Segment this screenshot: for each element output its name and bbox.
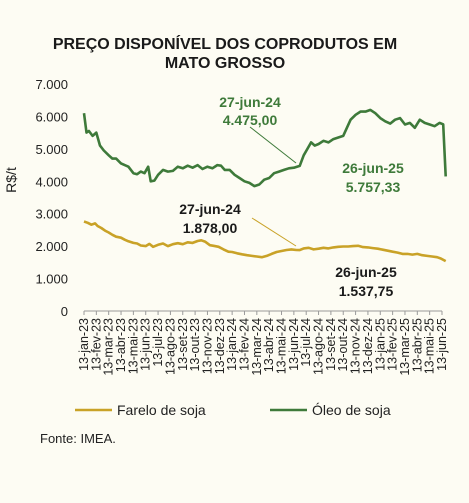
x-tick-label: 13-out-23 [188,318,202,372]
y-axis-label: R$/t [3,167,19,193]
annotation-farelo-jun24-date: 27-jun-24 [179,201,241,217]
annotation-farelo-jun25-date: 26-jun-25 [335,264,397,280]
x-tick-label: 13-out-24 [336,318,350,372]
x-tick-label: 13-jun-24 [287,318,301,371]
y-axis-ticks: 0 1.000 2.000 3.000 4.000 5.000 6.000 7.000 [35,77,68,319]
x-tick-label: 13-jan-25 [373,318,387,371]
x-tick-label: 13-ago-24 [312,318,326,375]
annotation-oleo-jun25-value: 5.757,33 [346,179,401,195]
y-tick-label: 4.000 [35,174,68,189]
series-layer [82,108,447,263]
x-tick-label: 13-jun-23 [139,318,153,371]
x-tick-label: 13-mai-24 [275,318,289,374]
x-tick-label: 13-dez-23 [213,318,227,374]
x-tick-label: 13-fev-25 [386,318,400,371]
x-tick-label: 13-mar-25 [398,318,412,376]
x-tick-label: 13-mai-23 [126,318,140,374]
y-tick-label: 0 [61,304,68,319]
y-tick-label: 1.000 [35,272,68,287]
x-tick-label: 13-ago-23 [163,318,177,375]
annotation-leader-farelo-jun24 [251,217,297,247]
x-tick-label: 13-mar-23 [102,318,116,376]
y-tick-label: 2.000 [35,239,68,254]
x-tick-label: 13-abr-24 [262,318,276,372]
annotation-oleo-jun25-date: 26-jun-25 [342,160,404,176]
x-tick-label: 13-jan-23 [77,318,91,371]
x-tick-label: 13-abr-25 [410,318,424,372]
x-tick-label: 13-mar-24 [250,318,264,376]
x-tick-label: 13-mai-25 [423,318,437,374]
x-tick-label: 13-jul-23 [151,318,165,367]
y-tick-label: 6.000 [35,109,68,124]
series-line-oleo [82,108,447,188]
legend-label-oleo: Óleo de soja [312,402,391,418]
x-axis-ticks: 13-jan-2313-fev-2313-mar-2313-abr-2313-m… [77,311,449,376]
chart-title-line-2: MATO GROSSO [165,55,285,72]
y-tick-label: 7.000 [35,77,68,92]
x-tick-label: 13-fev-23 [89,318,103,371]
legend-label-farelo: Farelo de soja [117,402,206,418]
x-tick-label: 13-fev-24 [237,318,251,371]
annotation-leader-oleo-jun24 [249,126,297,164]
annotation-farelo-jun24-value: 1.878,00 [183,220,238,236]
x-tick-label: 13-nov-23 [200,318,214,374]
annotation-farelo-jun25-value: 1.537,75 [339,283,394,299]
x-tick-label: 13-dez-24 [361,318,375,374]
x-tick-label: 13-set-23 [176,318,190,371]
source-note: Fonte: IMEA. [40,431,116,446]
y-tick-label: 5.000 [35,142,68,157]
x-tick-label: 13-jun-25 [435,318,449,371]
series-line-farelo [83,220,447,263]
y-tick-label: 3.000 [35,207,68,222]
x-tick-label: 13-abr-23 [114,318,128,372]
annotation-oleo-jun24-date: 27-jun-24 [219,94,281,110]
x-tick-label: 13-set-24 [324,318,338,371]
x-tick-label: 13-jul-24 [299,318,313,367]
annotation-oleo-jun24-value: 4.475,00 [223,112,278,128]
chart-title-line-1: PREÇO DISPONÍVEL DOS COPRODUTOS EM [53,34,397,53]
x-tick-label: 13-nov-24 [349,318,363,374]
x-tick-label: 13-jan-24 [225,318,239,371]
